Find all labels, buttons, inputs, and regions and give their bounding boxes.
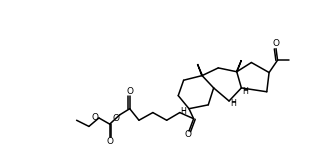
Polygon shape	[237, 60, 242, 72]
Text: H: H	[231, 99, 237, 108]
Text: O: O	[106, 137, 113, 145]
Text: O: O	[273, 39, 279, 48]
Text: O: O	[126, 87, 133, 96]
Text: O: O	[185, 130, 192, 139]
Polygon shape	[198, 64, 202, 76]
Text: O: O	[112, 114, 119, 123]
Text: H: H	[181, 107, 187, 116]
Text: H: H	[242, 87, 248, 95]
Text: O: O	[91, 113, 98, 122]
